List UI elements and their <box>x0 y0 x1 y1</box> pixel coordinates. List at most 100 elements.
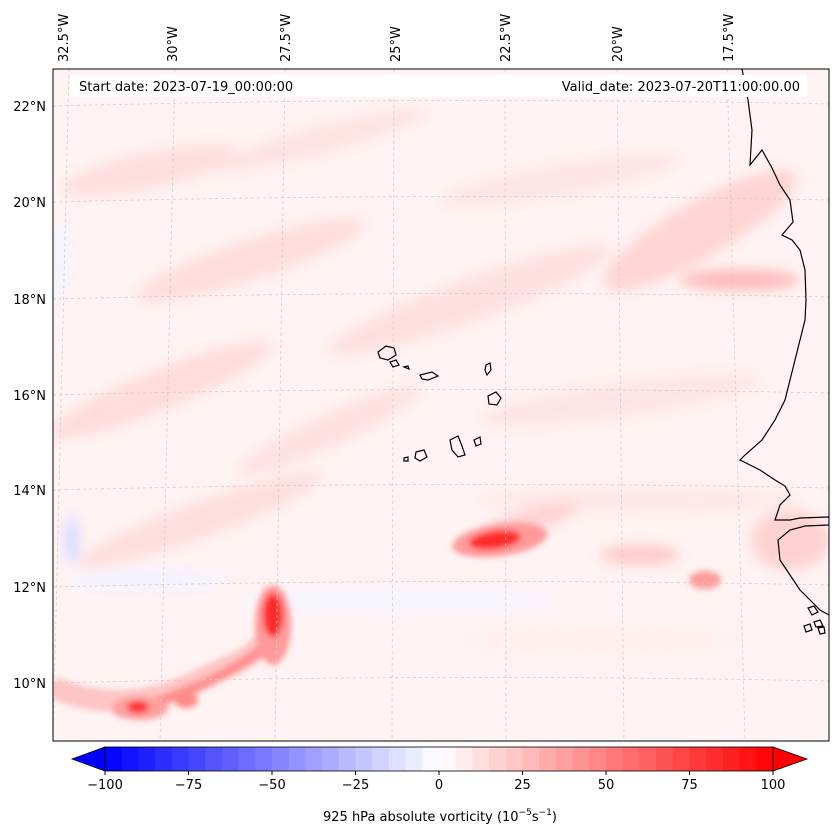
colorbar-bin <box>439 747 457 771</box>
lon-tick-label: 27.5°W <box>279 14 294 62</box>
lat-tick-label: 22°N <box>13 100 46 115</box>
vorticity-features <box>53 522 721 720</box>
colorbar-tick-label: −100 <box>87 778 123 793</box>
map-frame <box>52 68 830 742</box>
colorbar-bin <box>539 747 557 771</box>
vorticity-blob-far-southwest-core <box>127 701 149 713</box>
colorbar-bin <box>489 747 507 771</box>
map-background <box>53 69 829 741</box>
colorbar: −100 −75 −50 −25 0 25 50 75 100 925 hPa absolute… <box>70 746 809 825</box>
colorbar-bin <box>472 747 490 771</box>
colorbar-bin <box>171 747 189 771</box>
lat-tick-label: 20°N <box>13 196 46 211</box>
parallel-20n <box>53 196 829 203</box>
valid-date-label: Valid_date: 2023-07-20T11:00:00.00 <box>562 80 800 95</box>
west-africa-coastline <box>738 69 829 616</box>
vorticity-blob-southeast <box>689 571 721 589</box>
colorbar-bin <box>422 747 440 771</box>
lon-tick-label: 25°W <box>389 26 404 62</box>
parallel-12n <box>53 581 829 588</box>
colorbar-bin <box>522 747 540 771</box>
meridian-32-5w <box>53 69 70 741</box>
lon-tick-label: 17.5°W <box>722 14 737 62</box>
bijagos-islands <box>803 605 826 635</box>
colorbar-bin <box>322 747 340 771</box>
meridian-30w <box>159 69 176 741</box>
cape-verde-fogo <box>414 449 428 462</box>
field-patch <box>450 626 750 654</box>
colorbar-bins <box>105 747 774 771</box>
lat-tick-label: 16°N <box>13 389 46 404</box>
field-patch <box>328 244 612 356</box>
vorticity-blob-south <box>174 692 198 708</box>
colorbar-tick-label: 100 <box>761 778 786 793</box>
colorbar-bin <box>355 747 373 771</box>
colorbar-bin <box>272 747 290 771</box>
cape-verde-maio <box>473 436 482 447</box>
field-patch <box>480 488 800 512</box>
colorbar-tick-label: 50 <box>598 778 615 793</box>
colorbar-tick-label: −75 <box>175 778 202 793</box>
colorbar-bin <box>639 747 657 771</box>
colorbar-tick-label: 25 <box>514 778 531 793</box>
colorbar-ticks: −100 −75 −50 −25 0 25 50 75 100 <box>87 771 785 793</box>
field-patch <box>53 220 70 300</box>
lat-tick-label: 10°N <box>13 677 46 692</box>
colorbar-bin <box>121 747 139 771</box>
colorbar-bin <box>622 747 640 771</box>
colorbar-tick-label: −25 <box>342 778 369 793</box>
colorbar-bin <box>138 747 156 771</box>
field-patch <box>441 153 679 207</box>
colorbar-bin <box>606 747 624 771</box>
graticule <box>53 69 829 741</box>
field-patch <box>750 510 829 570</box>
colorbar-bin <box>756 747 774 771</box>
colorbar-extend-min-arrow <box>70 746 106 772</box>
colorbar-bin <box>689 747 707 771</box>
vorticity-max-southwest-core <box>263 593 283 637</box>
colorbar-bin <box>188 747 206 771</box>
colorbar-bin <box>405 747 423 771</box>
colorbar-bin <box>388 747 407 771</box>
meridian-20w <box>616 69 625 741</box>
longitude-tick-labels: 32.5°W 30°W 27.5°W 25°W 22.5°W 20°W 17.5… <box>57 14 737 62</box>
lon-tick-label: 30°W <box>166 26 181 62</box>
map-panel <box>53 69 829 741</box>
cape-verde-brava <box>403 456 409 462</box>
field-patch <box>603 169 797 291</box>
field-patch <box>481 373 759 427</box>
cape-verde-boa-vista <box>487 391 502 406</box>
field-patch <box>64 516 80 564</box>
colorbar-bin <box>338 747 356 771</box>
colorbar-bin <box>706 747 724 771</box>
cape-verde-sao-nicolau <box>419 371 440 381</box>
colorbar-bin <box>205 747 223 771</box>
cape-verde-santo-antao <box>377 345 397 361</box>
lon-tick-label: 22.5°W <box>499 14 514 62</box>
colorbar-bin <box>372 747 390 771</box>
parallel-18n <box>53 293 829 300</box>
field-patch <box>53 341 272 439</box>
colorbar-bin <box>155 747 173 771</box>
field-patch <box>135 218 365 302</box>
meridian-25w <box>391 69 395 741</box>
parallel-22n <box>53 100 829 107</box>
field-patch <box>61 144 239 196</box>
coastlines <box>377 69 829 635</box>
colorbar-bin <box>455 747 473 771</box>
colorbar-bin <box>555 747 574 771</box>
field-patch <box>77 472 323 568</box>
colorbar-bin <box>238 747 256 771</box>
field-patch <box>600 545 680 565</box>
field-patch <box>240 586 560 614</box>
colorbar-bin <box>672 747 690 771</box>
colorbar-bin <box>589 747 607 771</box>
parallel-16n <box>53 389 829 396</box>
colorbar-bin <box>305 747 323 771</box>
field-patch <box>680 270 800 290</box>
meridian-27-5w <box>274 69 286 741</box>
parallel-10n <box>53 677 829 684</box>
start-date-label: Start date: 2023-07-19_00:00:00 <box>79 80 293 95</box>
field-patch <box>70 570 230 590</box>
